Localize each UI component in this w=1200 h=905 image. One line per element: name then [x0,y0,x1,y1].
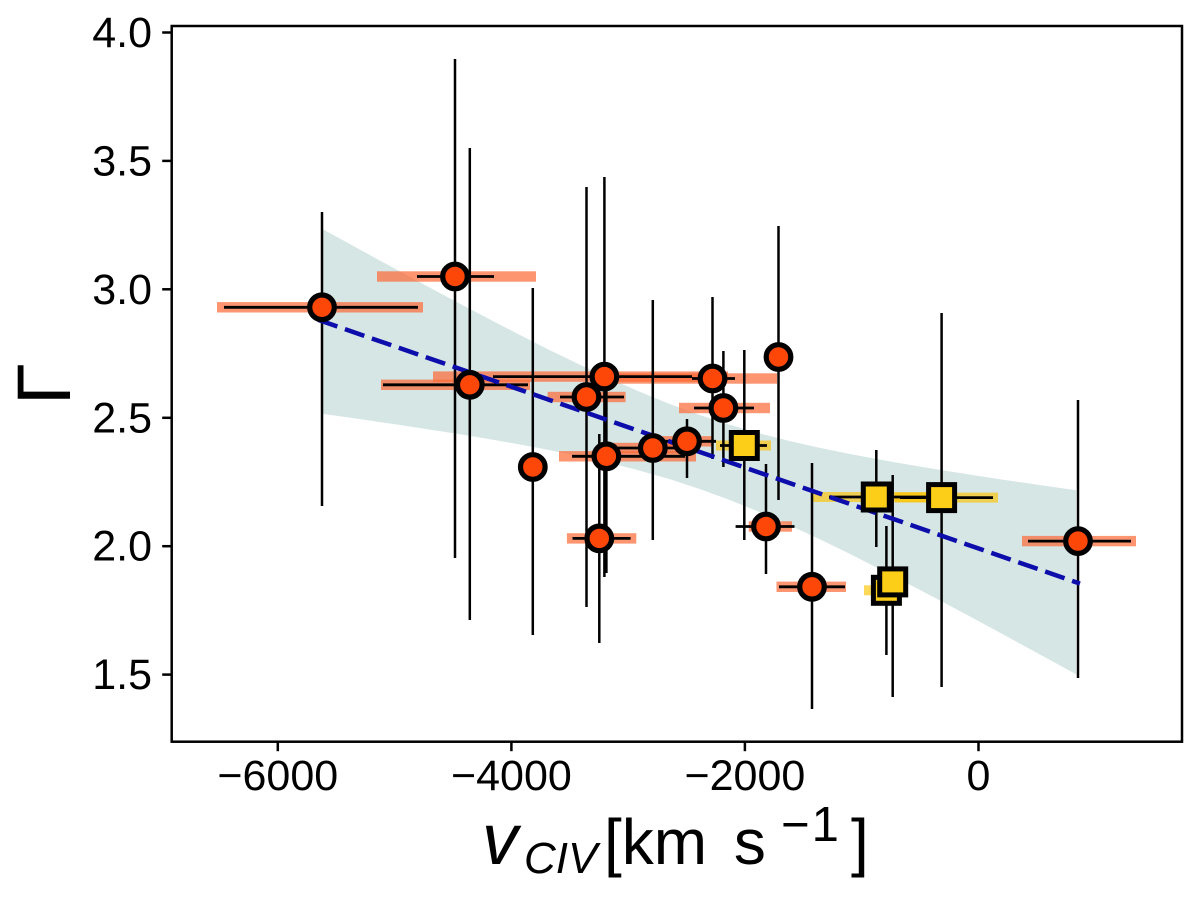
svg-text:Γ: Γ [2,363,87,405]
svg-text:2.5: 2.5 [92,394,152,442]
svg-text:−4000: −4000 [451,752,572,800]
svg-text:3.5: 3.5 [92,137,152,185]
svg-text:−2000: −2000 [685,752,806,800]
svg-text:4.0: 4.0 [92,9,152,57]
svg-text:CIV: CIV [524,834,601,883]
svg-text:v: v [482,800,522,880]
svg-text:−6000: −6000 [217,752,338,800]
svg-text:0: 0 [967,752,991,800]
svg-text:1.5: 1.5 [92,651,152,699]
svg-text:−1: −1 [781,798,841,852]
svg-text:[km s: [km s [604,806,766,878]
svg-text:]: ] [851,806,869,878]
svg-text:3.0: 3.0 [92,266,152,314]
svg-text:2.0: 2.0 [92,523,152,571]
